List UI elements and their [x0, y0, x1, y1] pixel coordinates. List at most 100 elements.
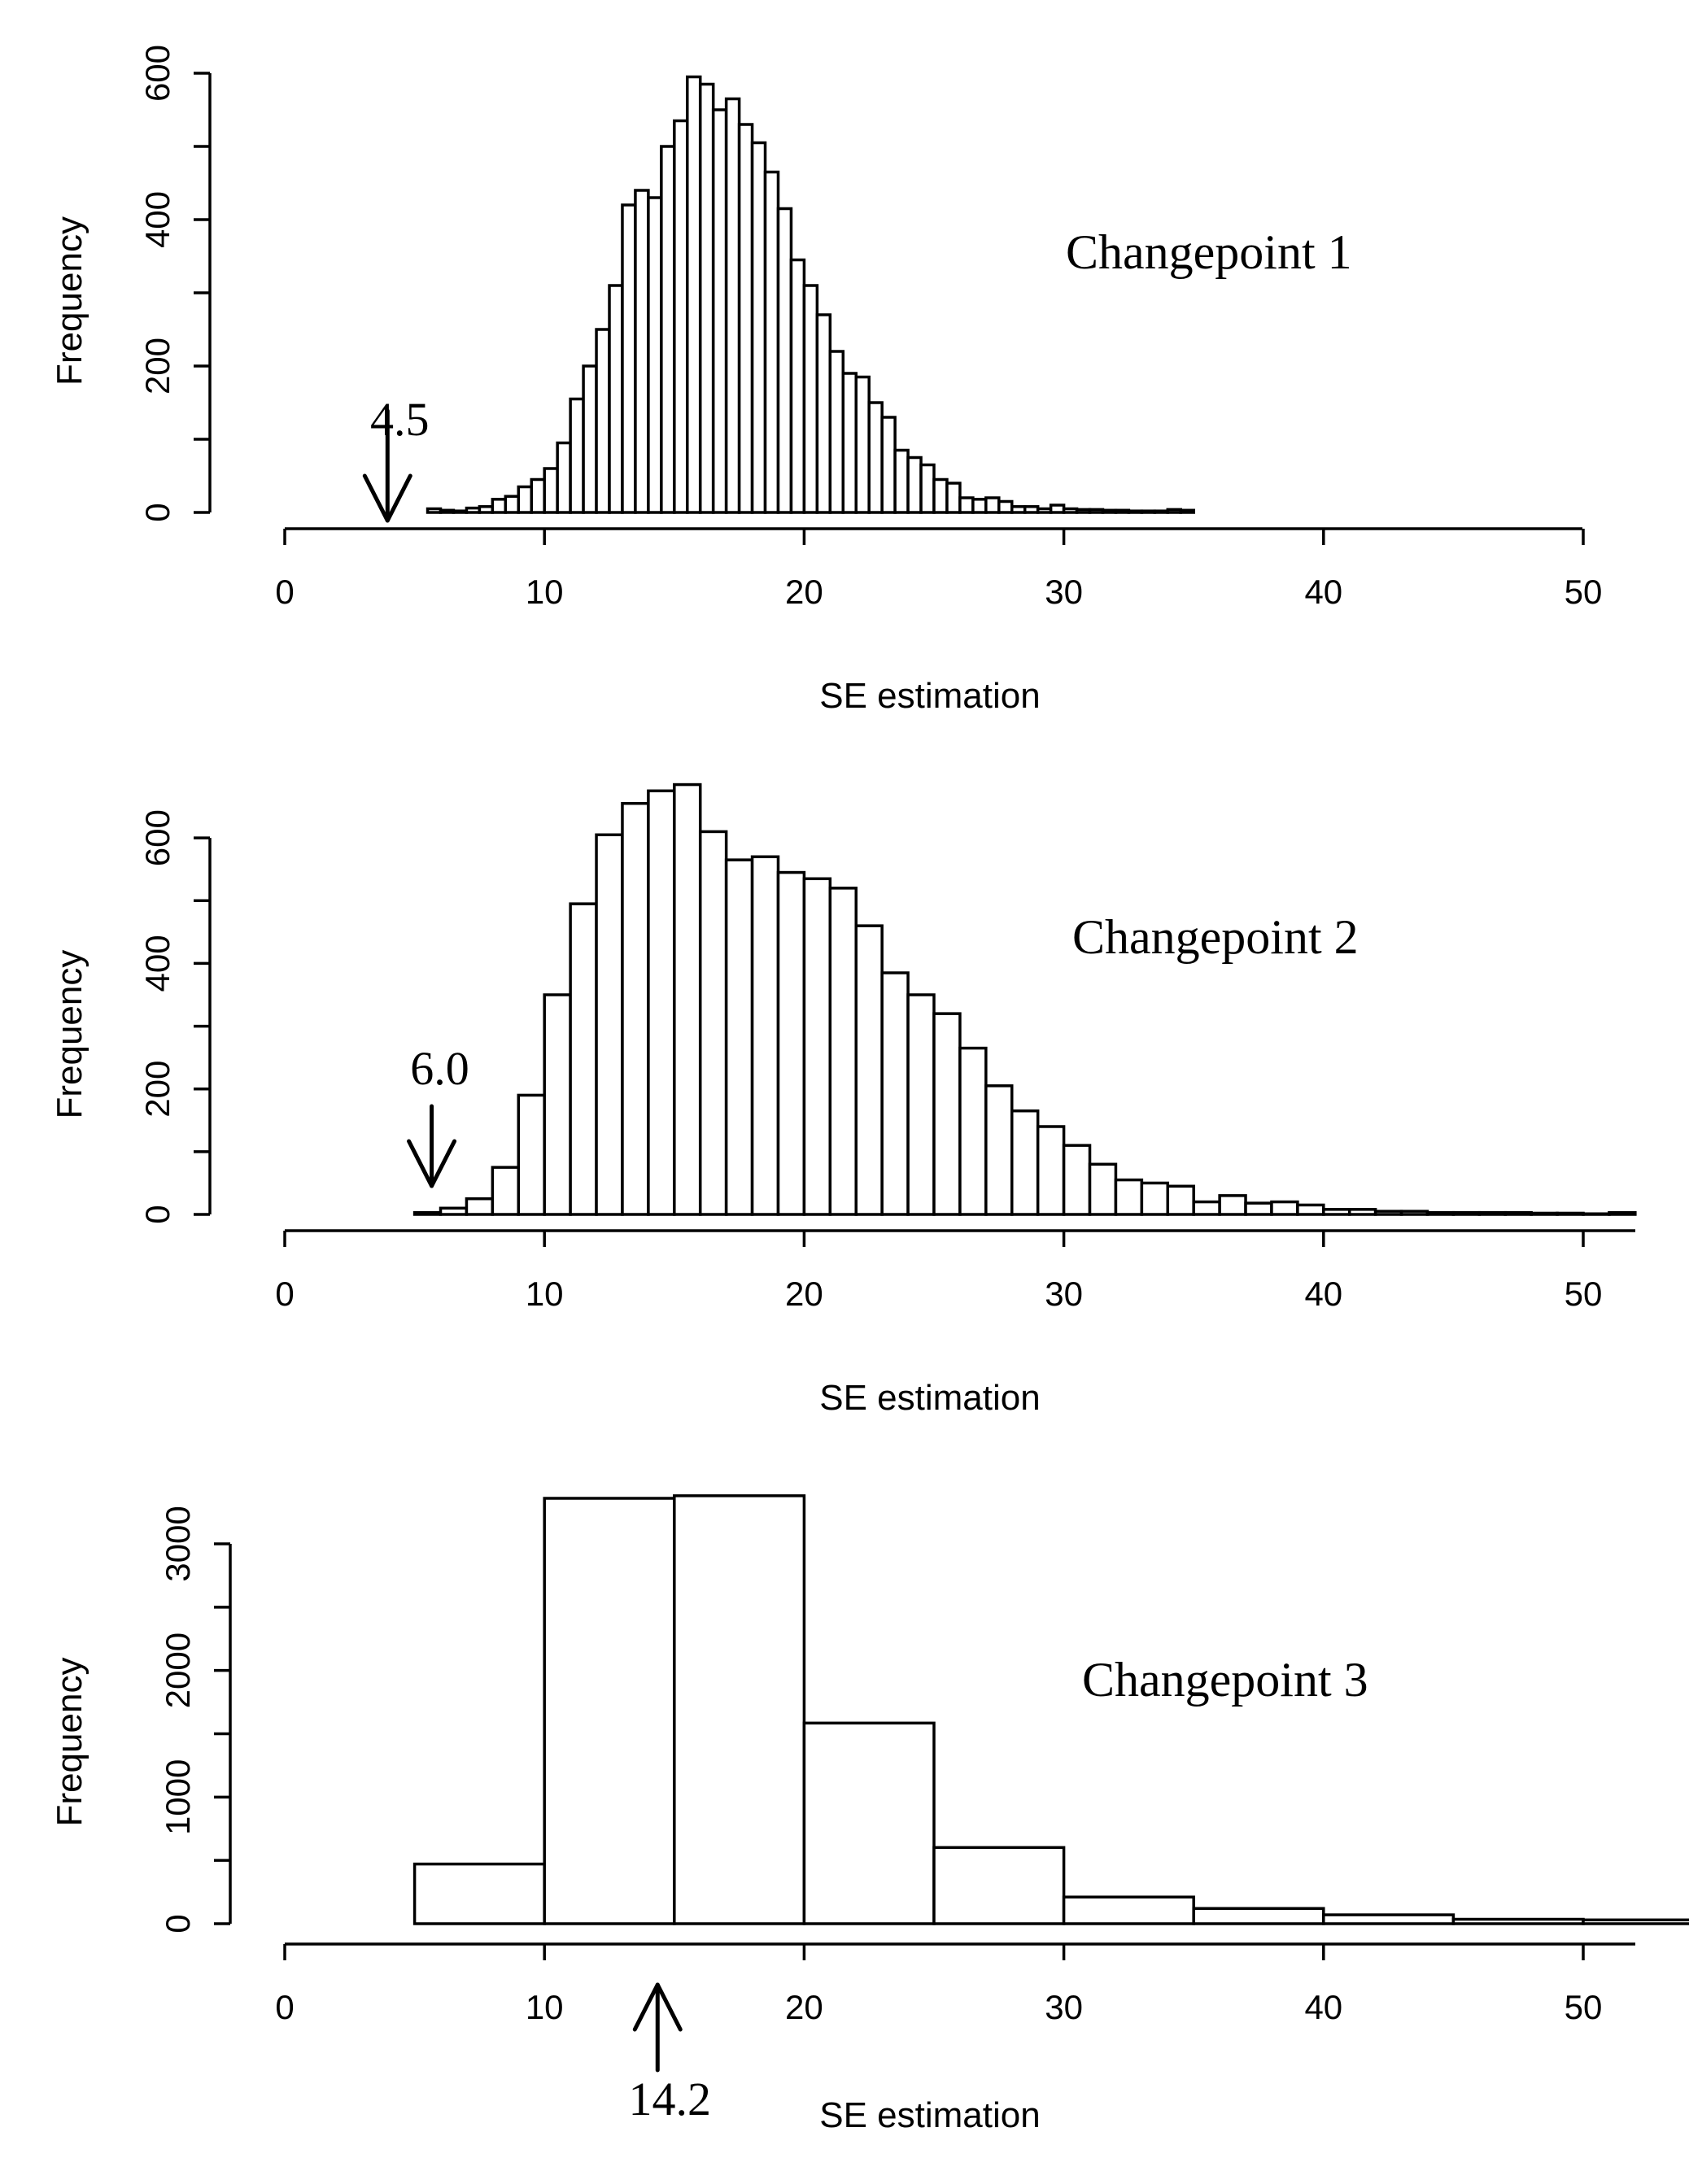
histogram-bar: [958, 496, 975, 514]
x-tick-label: 30: [1045, 573, 1083, 611]
histogram-bar: [1140, 1181, 1170, 1216]
histogram-bar: [1075, 508, 1092, 514]
histogram-bar: [737, 123, 754, 514]
histogram-bar: [1192, 1907, 1325, 1925]
histogram-bar: [673, 782, 702, 1216]
histogram-bar: [1582, 1918, 1689, 1925]
histogram-bar: [724, 858, 754, 1216]
y-tick-label: 0: [138, 1205, 177, 1223]
histogram-bar: [530, 477, 546, 514]
histogram-bar: [997, 499, 1014, 514]
histogram-bar: [724, 97, 741, 514]
histogram-bar: [1088, 508, 1105, 514]
histogram-bar: [543, 1497, 676, 1925]
histogram-bar: [1062, 1895, 1195, 1925]
histogram-bar: [452, 509, 469, 514]
annotation-label: 4.5: [370, 393, 430, 446]
histogram-bar: [504, 495, 521, 514]
histogram-bar: [958, 1046, 988, 1216]
histogram-bar: [491, 498, 508, 514]
histogram-bar: [439, 508, 456, 514]
histogram-bar: [1504, 1210, 1533, 1216]
histogram-bar: [893, 448, 910, 514]
histogram-bar: [880, 416, 897, 514]
histogram-bar: [828, 887, 858, 1216]
histogram-bar: [465, 1197, 495, 1216]
histogram-bar: [1218, 1194, 1247, 1216]
histogram-bar: [1373, 1210, 1403, 1216]
histogram-bar: [478, 505, 495, 514]
histogram-bar: [543, 993, 572, 1216]
histogram-bar: [1530, 1211, 1559, 1216]
x-tick-label: 10: [526, 1988, 564, 2026]
histogram-bar: [1023, 505, 1040, 514]
x-axis-title: SE estimation: [819, 1378, 1040, 1418]
histogram-bar: [517, 1093, 546, 1216]
y-tick-label: 1000: [159, 1759, 197, 1835]
histogram-bar: [906, 456, 923, 514]
histogram-bar: [711, 108, 728, 514]
x-tick-label: 20: [785, 1988, 823, 2026]
histogram-bar: [517, 485, 533, 514]
histogram-bar: [906, 993, 936, 1216]
histogram-bar: [1192, 1200, 1221, 1216]
histogram-bar: [971, 498, 988, 514]
histogram-bar: [750, 141, 767, 514]
histogram-bar: [1270, 1200, 1299, 1216]
histogram-bar: [802, 877, 832, 1216]
y-tick-label: 0: [138, 503, 177, 521]
histogram-bar: [439, 1206, 469, 1216]
panel-title: Changepoint 3: [1082, 1653, 1368, 1707]
histogram-bar: [556, 441, 572, 514]
annotation-arrow-head: [407, 1139, 457, 1188]
histogram-bar: [880, 971, 910, 1216]
histogram-bar: [1049, 503, 1066, 514]
x-tick-label: 10: [526, 1275, 564, 1313]
histogram-bar: [1451, 1210, 1482, 1216]
annotation-label: 14.2: [629, 2073, 712, 2125]
histogram-bar: [945, 482, 962, 514]
histogram-bar: [1101, 508, 1118, 514]
panel-changepoint-2: 0 10 20 30 40 50 SE estimation 0 200 400 600 Freque…: [50, 782, 1637, 1418]
x-tick-label: 30: [1045, 1988, 1083, 2026]
histogram-bar: [543, 467, 559, 514]
panel-title: Changepoint 2: [1072, 910, 1359, 964]
histogram-bar: [1140, 509, 1157, 514]
histogram-bar: [491, 1166, 521, 1216]
y-axis-title: Frequency: [50, 1658, 89, 1827]
histogram-bar: [569, 397, 585, 514]
panel-changepoint-1: 0 10 20 30 40 50 SE estimation 0 200 400 600 Freque…: [50, 45, 1602, 716]
x-tick-label: 40: [1304, 1275, 1342, 1313]
y-tick-label: 200: [138, 338, 177, 395]
x-tick-label: 30: [1045, 1275, 1083, 1313]
histogram-bar: [1166, 508, 1182, 514]
histogram-bar: [608, 284, 624, 514]
histogram-bar: [932, 1012, 962, 1216]
histogram-bar: [854, 924, 884, 1216]
histogram-bar: [595, 328, 611, 514]
histogram-bar: [1179, 508, 1195, 514]
histogram-bar: [1114, 1178, 1144, 1216]
y-tick-label: 600: [138, 809, 177, 866]
histogram-bar: [1451, 1917, 1585, 1925]
histogram-bar: [1062, 507, 1079, 514]
y-tick-label: 2000: [159, 1633, 197, 1708]
histogram-bar: [426, 507, 443, 514]
histogram-bar: [1477, 1210, 1507, 1216]
histogram-bar: [647, 196, 663, 514]
x-tick-label: 50: [1565, 1275, 1603, 1313]
histogram-bar: [750, 855, 780, 1216]
y-tick-label: 400: [138, 935, 177, 992]
histogram-bar: [854, 375, 871, 514]
histogram-bar: [867, 401, 884, 514]
x-tick-label: 50: [1565, 573, 1603, 611]
histogram-bar: [1036, 1125, 1066, 1216]
y-tick-label: 0: [159, 1914, 197, 1933]
panel-changepoint-3: 0 10 20 30 40 50 SE estimation 0 1000 2000 3000 Fre…: [50, 1494, 1689, 2135]
x-tick-label: 0: [275, 573, 294, 611]
histogram-bar: [686, 75, 702, 514]
histogram-bar: [932, 477, 949, 514]
x-axis-title: SE estimation: [819, 2095, 1040, 2135]
histogram-bar: [634, 189, 650, 514]
